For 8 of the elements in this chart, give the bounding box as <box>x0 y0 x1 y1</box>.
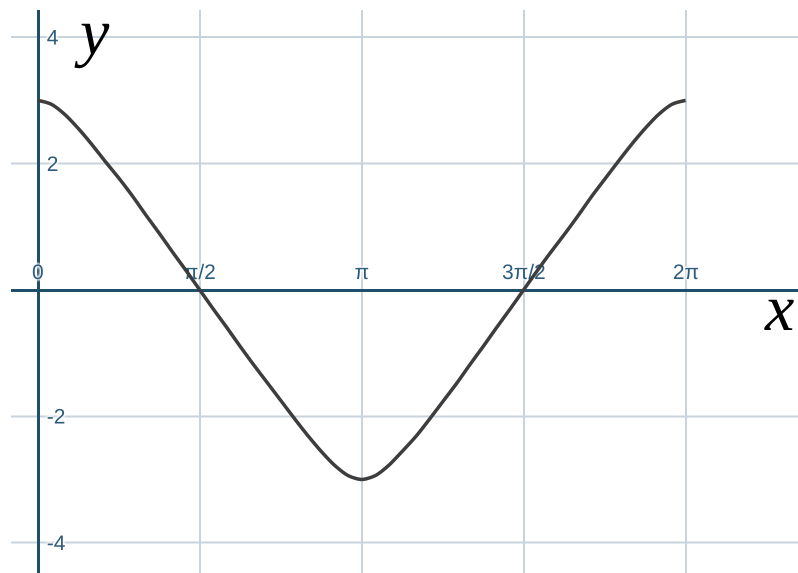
y-tick-label: 2 <box>46 152 58 176</box>
x-axis-title: x <box>764 272 794 345</box>
y-tick-label: -4 <box>46 532 66 556</box>
y-tick-label: -2 <box>46 406 66 429</box>
y-axis-title: y <box>74 0 110 69</box>
x-tick-label: π <box>354 260 370 284</box>
x-tick-label: 2π <box>672 260 699 284</box>
y-tick-label: 4 <box>46 26 59 50</box>
